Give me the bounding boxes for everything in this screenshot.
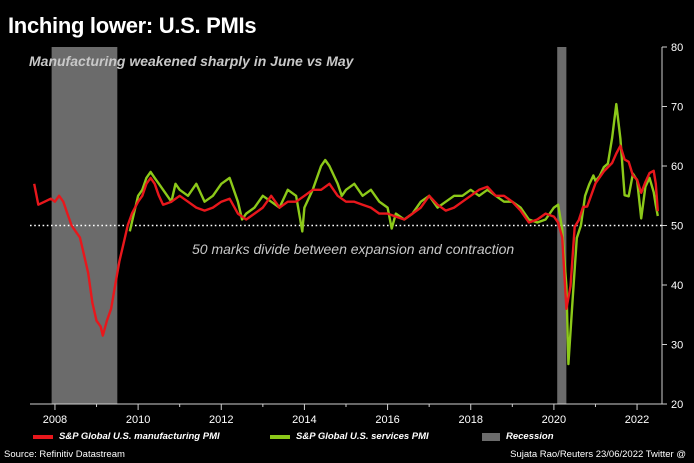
chart-subtitle: Manufacturing weakened sharply in June v… [29, 53, 354, 69]
y-tick-label: 60 [671, 161, 683, 173]
x-tick-label: 2022 [625, 414, 649, 426]
x-tick-label: 2012 [209, 414, 233, 426]
y-tick-label: 80 [671, 42, 683, 54]
legend-label-manufacturing: S&P Global U.S. manufacturing PMI [59, 431, 220, 442]
y-tick-label: 30 [671, 340, 683, 352]
x-tick-label: 2010 [126, 414, 150, 426]
recession-band-1 [51, 47, 118, 404]
y-tick-label: 70 [671, 102, 683, 114]
legend-label-recession: Recession [506, 431, 554, 442]
y-tick-label: 50 [671, 221, 683, 233]
y-tick-label: 20 [671, 399, 683, 411]
legend-label-services: S&P Global U.S. services PMI [296, 431, 429, 442]
x-tick-label: 2014 [292, 414, 316, 426]
legend-item-manufacturing: S&P Global U.S. manufacturing PMI [33, 431, 220, 442]
x-ticks: 2008 2010 2012 2014 2016 2018 2020 2022 [43, 404, 649, 426]
series-line-services [128, 102, 659, 366]
x-tick-label: 2016 [375, 414, 399, 426]
legend-swatch-manufacturing [33, 434, 53, 439]
series-line-manufacturing [33, 144, 659, 337]
legend-swatch-recession [482, 432, 500, 441]
legend-swatch-services [270, 434, 290, 439]
source-note: Source: Refinitiv Datastream [4, 449, 125, 460]
x-tick-label: 2020 [542, 414, 566, 426]
legend-item-services: S&P Global U.S. services PMI [270, 431, 429, 442]
legend-item-recession: Recession [482, 431, 554, 442]
x-tick-label: 2008 [43, 414, 67, 426]
series-lines [33, 102, 659, 366]
x-tick-label: 2018 [458, 414, 482, 426]
reference-annotation: 50 marks divide between expansion and co… [192, 241, 514, 257]
y-ticks: 20 30 40 50 60 70 80 [662, 42, 683, 411]
credit-note: Sujata Rao/Reuters 23/06/2022 Twitter @ [510, 449, 686, 460]
chart-title: Inching lower: U.S. PMIs [8, 13, 257, 38]
legend: S&P Global U.S. manufacturing PMI S&P Gl… [0, 431, 694, 445]
y-tick-label: 40 [671, 280, 683, 292]
